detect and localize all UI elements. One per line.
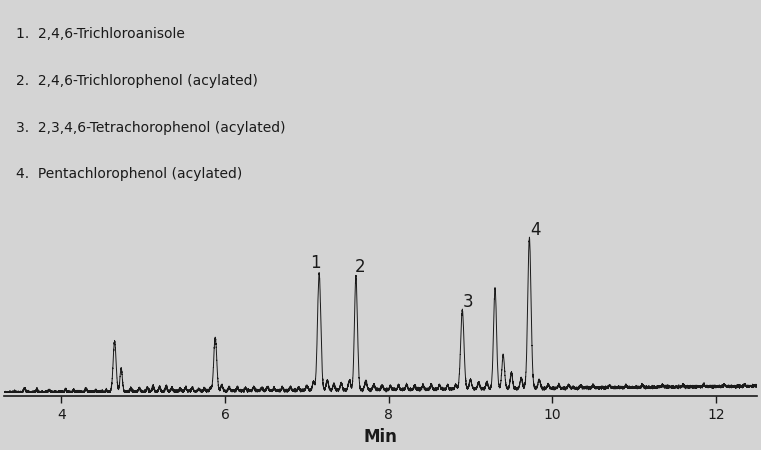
Text: 4.  Pentachlorophenol (acylated): 4. Pentachlorophenol (acylated): [17, 167, 243, 181]
Text: 1: 1: [310, 254, 321, 272]
X-axis label: Min: Min: [364, 428, 397, 446]
Text: 2.  2,4,6-Trichlorophenol (acylated): 2. 2,4,6-Trichlorophenol (acylated): [17, 74, 258, 88]
Text: 3: 3: [463, 293, 473, 311]
Text: 4: 4: [530, 221, 540, 239]
Text: 1.  2,4,6-Trichloroanisole: 1. 2,4,6-Trichloroanisole: [17, 27, 186, 41]
Text: 2: 2: [355, 258, 365, 276]
Text: 3.  2,3,4,6-Tetrachorophenol (acylated): 3. 2,3,4,6-Tetrachorophenol (acylated): [17, 121, 286, 135]
